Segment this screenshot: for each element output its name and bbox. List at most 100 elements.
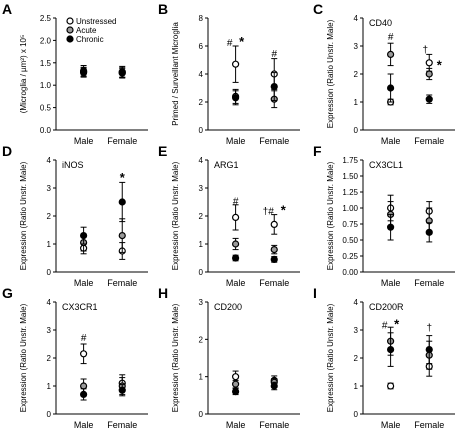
y-tick-label: 1.75 [342,156,358,165]
panel-B: B 0 2 4 6 8 Primed / Surveillant Microglia Male… [158,1,300,146]
y-tick-label: 1 [199,373,204,382]
y-tick-label: 0.00 [342,268,358,277]
point-chronic [232,94,240,102]
y-axis-label: Expression (Ratio Unstr. Male) [326,19,335,128]
significance-mark: †# [263,206,275,217]
x-tick-label: Male [74,420,94,428]
y-tick-label: 0 [47,268,52,277]
y-tick-label: 0 [354,126,359,135]
y-axis-label: Expression (Ratio Unstr. Male) [326,161,335,270]
panel-label: E [158,143,167,159]
y-tick-label: 0 [199,126,204,135]
point-acute [118,232,126,240]
panel-I: I 0 1 2 3 4 Expression (Ratio Unstr. Male) Male… [313,285,455,428]
y-tick-label: 2.0 [40,36,52,45]
y-tick-label: 2 [47,212,52,221]
y-tick-label: 4 [354,298,359,307]
y-tick-label: 8 [199,14,204,23]
point-unstressed [425,59,433,67]
x-tick-label: Female [414,420,444,428]
point-unstressed [232,373,240,381]
panel-F: F 0.00 0.25 0.50 0.75 1.00 1.25 1.50 1.75 Express… [313,143,455,288]
point-chronic [387,346,395,354]
y-tick-label: 4 [199,156,204,165]
y-tick-label: 3 [47,326,52,335]
y-tick-label: 2 [354,70,359,79]
panel-H: H 0 1 2 3 Expression (Ratio Unstr. Male) Male F… [158,285,300,428]
y-tick-label: 4 [199,70,204,79]
y-tick-label: 3 [354,326,359,335]
panel-label: D [2,143,12,159]
x-tick-label: Male [381,420,401,428]
point-acute [387,50,395,59]
panel-label: B [158,1,168,17]
point-chronic [270,82,278,91]
point-acute [425,70,433,78]
legend-marker [66,26,74,34]
panel-title: CD200 [214,302,242,312]
point-unstressed [270,220,278,228]
x-tick-label: Female [259,278,289,288]
panel-title: CD200R [369,302,404,312]
y-tick-label: 3 [47,184,52,193]
y-tick-label: 1 [47,382,52,391]
x-tick-label: Male [381,278,401,288]
significance-mark: # [81,333,87,344]
significance-mark: * [394,316,400,331]
significance-mark: * [120,170,126,185]
x-tick-label: Female [107,420,137,428]
x-tick-label: Male [381,136,401,146]
panel-title: CX3CR1 [62,302,98,312]
y-tick-label: 0.5 [40,104,52,113]
significance-mark: # [388,32,394,43]
point-chronic [425,346,433,354]
point-acute [270,246,278,254]
y-tick-label: 0.50 [342,236,358,245]
significance-mark: # [233,197,239,208]
y-tick-label: 4 [47,298,52,307]
y-tick-label: 1 [47,240,52,249]
y-tick-label: 0.75 [342,220,358,229]
panel-D: D 0 1 2 3 4 Expression (Ratio Unstr. Male) Male… [2,143,148,288]
point-chronic [387,84,395,92]
panel-label: F [313,143,322,159]
y-axis-label: Expression (Ratio Unstr. Male) [19,161,28,270]
x-tick-label: Male [226,278,246,288]
y-axis-label: Primed / Surveillant Microglia [171,22,180,126]
y-tick-label: 3 [354,42,359,51]
x-tick-label: Female [107,136,137,146]
significance-mark: * [239,34,245,49]
x-tick-label: Female [414,278,444,288]
y-tick-label: 3 [199,298,204,307]
legend-marker [66,17,74,25]
point-acute [232,240,240,248]
panel-label: C [313,1,323,17]
y-tick-label: 6 [199,42,204,51]
panel-title: ARG1 [214,160,239,170]
significance-mark: # [382,320,388,331]
panel-C: C 0 1 2 3 4 Expression (Ratio Unstr. Male) Male… [313,1,455,146]
point-acute [79,382,88,390]
point-unstressed [387,382,395,390]
y-tick-label: 2 [47,354,52,363]
legend-entry: Chronic [76,35,104,44]
y-tick-label: 2 [199,335,204,344]
y-tick-label: 0.25 [342,252,358,261]
y-tick-label: 1.00 [342,204,358,213]
y-tick-label: 1 [354,98,359,107]
point-chronic [79,69,88,77]
y-tick-label: 1.0 [40,81,52,90]
x-tick-label: Male [226,420,246,428]
y-tick-label: 4 [354,14,359,23]
y-axis-label: Expression (Ratio Unstr. Male) [171,161,180,270]
y-axis-label: Expression (Ratio Unstr. Male) [19,303,28,412]
panel-G: G 0 1 2 3 4 Expression (Ratio Unstr. Male) Male… [2,285,148,428]
panel-label: G [2,285,13,301]
y-tick-label: 1.50 [342,172,358,181]
x-tick-label: Male [74,136,94,146]
point-chronic [232,388,240,396]
y-tick-label: 2 [199,212,204,221]
y-tick-label: 1.5 [40,59,52,68]
significance-mark: # [227,38,233,49]
